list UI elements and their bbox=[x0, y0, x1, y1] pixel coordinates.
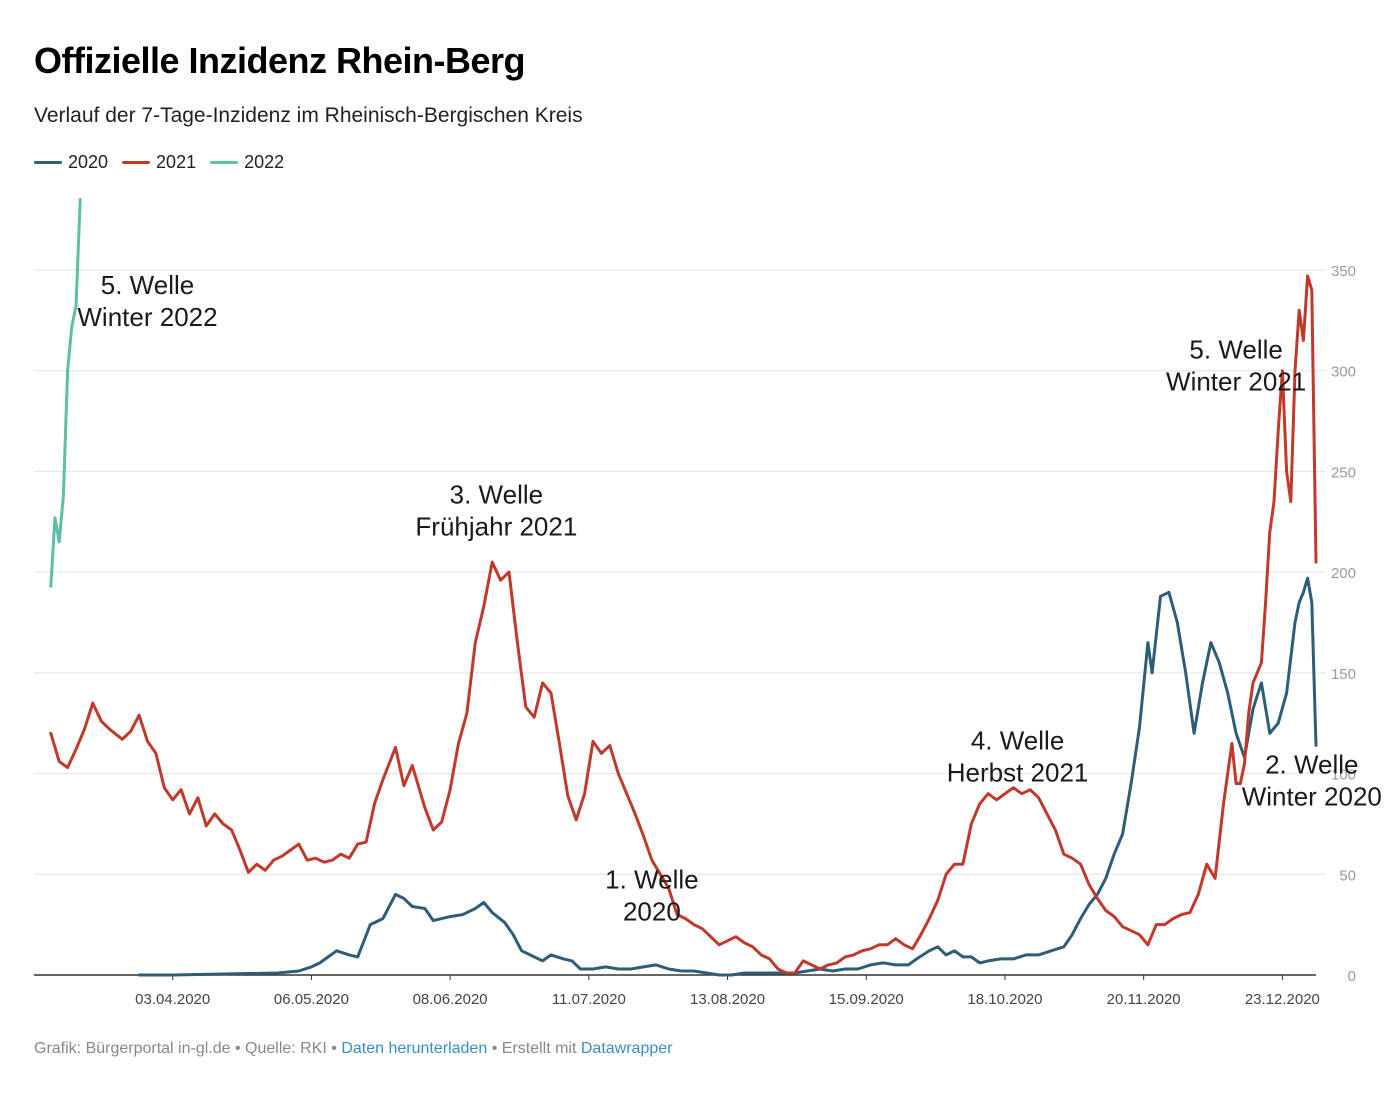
annotation-1-line-1: 5. Welle bbox=[101, 270, 194, 300]
x-tick-label: 20.11.2020 bbox=[1107, 991, 1181, 1008]
annotation-6-line-1: 2. Welle bbox=[1265, 750, 1358, 780]
y-tick-label: 50 bbox=[1339, 867, 1356, 884]
footer: Grafik: Bürgerportal in-gl.de • Quelle: … bbox=[34, 1040, 672, 1058]
x-tick-label: 11.07.2020 bbox=[552, 991, 626, 1008]
annotation-1-line-2: Winter 2022 bbox=[77, 302, 217, 332]
x-tick-label: 06.05.2020 bbox=[274, 991, 349, 1008]
series-line-2022 bbox=[49, 198, 82, 588]
x-tick-label: 13.08.2020 bbox=[690, 991, 765, 1008]
annotation-2-line-2: Frühjahr 2021 bbox=[415, 512, 577, 542]
series-line-2021 bbox=[49, 274, 1318, 975]
x-tick-label: 08.06.2020 bbox=[413, 991, 488, 1008]
download-data-link[interactable]: Daten herunterladen bbox=[341, 1040, 488, 1057]
legend-item-2022: 2022 bbox=[210, 152, 284, 173]
annotation-2-line-1: 3. Welle bbox=[450, 480, 543, 510]
annotation-3-line-2: 2020 bbox=[623, 896, 681, 926]
legend-label-2020: 2020 bbox=[68, 152, 109, 172]
legend-item-2021: 2021 bbox=[122, 152, 196, 173]
chart-subtitle: Verlauf der 7-Tage-Inzidenz im Rheinisch… bbox=[34, 104, 583, 127]
legend-item-2020: 2020 bbox=[34, 152, 108, 173]
datawrapper-link[interactable]: Datawrapper bbox=[580, 1040, 673, 1057]
footer-source: Grafik: Bürgerportal in-gl.de • Quelle: … bbox=[34, 1040, 337, 1057]
annotation-4-line-2: Herbst 2021 bbox=[947, 757, 1089, 787]
annotation-5-line-1: 5. Welle bbox=[1189, 335, 1282, 365]
annotation-4-line-1: 4. Welle bbox=[971, 725, 1064, 755]
y-tick-label: 300 bbox=[1331, 364, 1356, 381]
legend-swatch-2022 bbox=[210, 161, 239, 164]
annotation-3-line-1: 1. Welle bbox=[605, 864, 698, 894]
x-tick-label: 03.04.2020 bbox=[135, 991, 210, 1008]
series-line-2020 bbox=[137, 576, 1318, 977]
annotation-6-line-2: Winter 2020 bbox=[1242, 782, 1382, 812]
legend-swatch-2021 bbox=[122, 161, 151, 164]
y-tick-label: 100 bbox=[1331, 767, 1356, 784]
footer-created-with: • Erstellt mit bbox=[491, 1040, 577, 1057]
y-tick-label: 250 bbox=[1331, 464, 1356, 481]
y-tick-label: 350 bbox=[1331, 263, 1356, 280]
annotation-5-line-2: Winter 2021 bbox=[1166, 367, 1306, 397]
legend: 2020 2021 2022 bbox=[34, 152, 284, 173]
chart-title: Offizielle Inzidenz Rhein-Berg bbox=[34, 40, 526, 81]
y-tick-label: 0 bbox=[1348, 968, 1356, 985]
x-tick-label: 18.10.2020 bbox=[967, 991, 1042, 1008]
legend-label-2022: 2022 bbox=[244, 152, 285, 172]
x-tick-label: 15.09.2020 bbox=[829, 991, 904, 1008]
y-tick-label: 200 bbox=[1331, 565, 1356, 582]
legend-swatch-2020 bbox=[34, 161, 62, 164]
legend-label-2021: 2021 bbox=[156, 152, 197, 172]
y-tick-label: 150 bbox=[1331, 666, 1356, 683]
x-tick-label: 23.12.2020 bbox=[1245, 991, 1320, 1008]
